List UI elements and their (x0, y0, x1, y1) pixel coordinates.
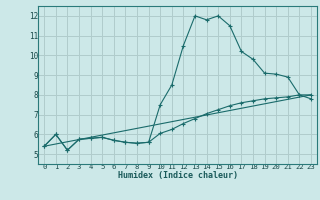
X-axis label: Humidex (Indice chaleur): Humidex (Indice chaleur) (118, 171, 238, 180)
